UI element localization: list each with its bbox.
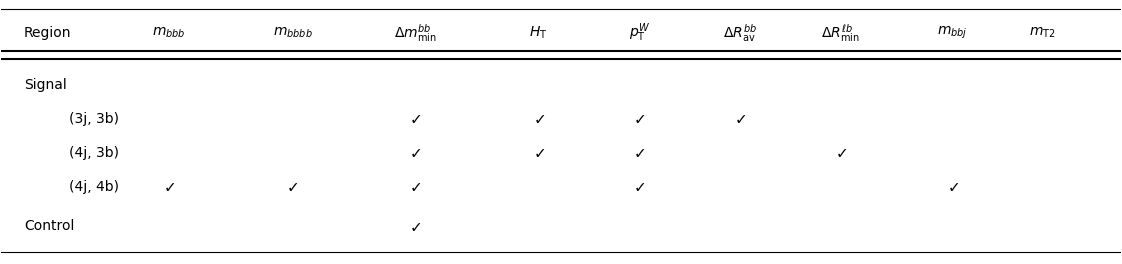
Text: (4j, 4b): (4j, 4b) xyxy=(68,180,119,194)
Text: $\checkmark$: $\checkmark$ xyxy=(835,145,847,161)
Text: $\checkmark$: $\checkmark$ xyxy=(533,111,544,126)
Text: $\Delta R^{bb}_{\mathrm{av}}$: $\Delta R^{bb}_{\mathrm{av}}$ xyxy=(723,22,757,44)
Text: Control: Control xyxy=(24,219,74,233)
Text: $\checkmark$: $\checkmark$ xyxy=(410,179,422,194)
Text: (4j, 3b): (4j, 3b) xyxy=(68,146,119,160)
Text: $m_{bbbb}$: $m_{bbbb}$ xyxy=(273,26,312,40)
Text: $\checkmark$: $\checkmark$ xyxy=(734,111,746,126)
Text: $\checkmark$: $\checkmark$ xyxy=(633,145,645,161)
Text: $\Delta m^{bb}_{\mathrm{min}}$: $\Delta m^{bb}_{\mathrm{min}}$ xyxy=(394,22,436,44)
Text: $\checkmark$: $\checkmark$ xyxy=(533,145,544,161)
Text: $\checkmark$: $\checkmark$ xyxy=(286,179,298,194)
Text: $m_{\mathrm{T2}}$: $m_{\mathrm{T2}}$ xyxy=(1029,26,1056,40)
Text: (3j, 3b): (3j, 3b) xyxy=(68,112,119,126)
Text: $H_{\mathrm{T}}$: $H_{\mathrm{T}}$ xyxy=(530,25,548,41)
Text: $\checkmark$: $\checkmark$ xyxy=(633,179,645,194)
Text: Region: Region xyxy=(24,26,72,40)
Text: $\checkmark$: $\checkmark$ xyxy=(410,219,422,234)
Text: $\checkmark$: $\checkmark$ xyxy=(163,179,175,194)
Text: Signal: Signal xyxy=(24,78,66,92)
Text: $\Delta R^{\ell b}_{\mathrm{min}}$: $\Delta R^{\ell b}_{\mathrm{min}}$ xyxy=(821,22,861,44)
Text: $m_{bbb}$: $m_{bbb}$ xyxy=(153,26,186,40)
Text: $\checkmark$: $\checkmark$ xyxy=(947,179,959,194)
Text: $\checkmark$: $\checkmark$ xyxy=(410,111,422,126)
Text: $m_{bbj}$: $m_{bbj}$ xyxy=(938,25,968,41)
Text: $\checkmark$: $\checkmark$ xyxy=(633,111,645,126)
Text: $p^{W}_{\mathrm{T}}$: $p^{W}_{\mathrm{T}}$ xyxy=(628,21,650,44)
Text: $\checkmark$: $\checkmark$ xyxy=(410,145,422,161)
